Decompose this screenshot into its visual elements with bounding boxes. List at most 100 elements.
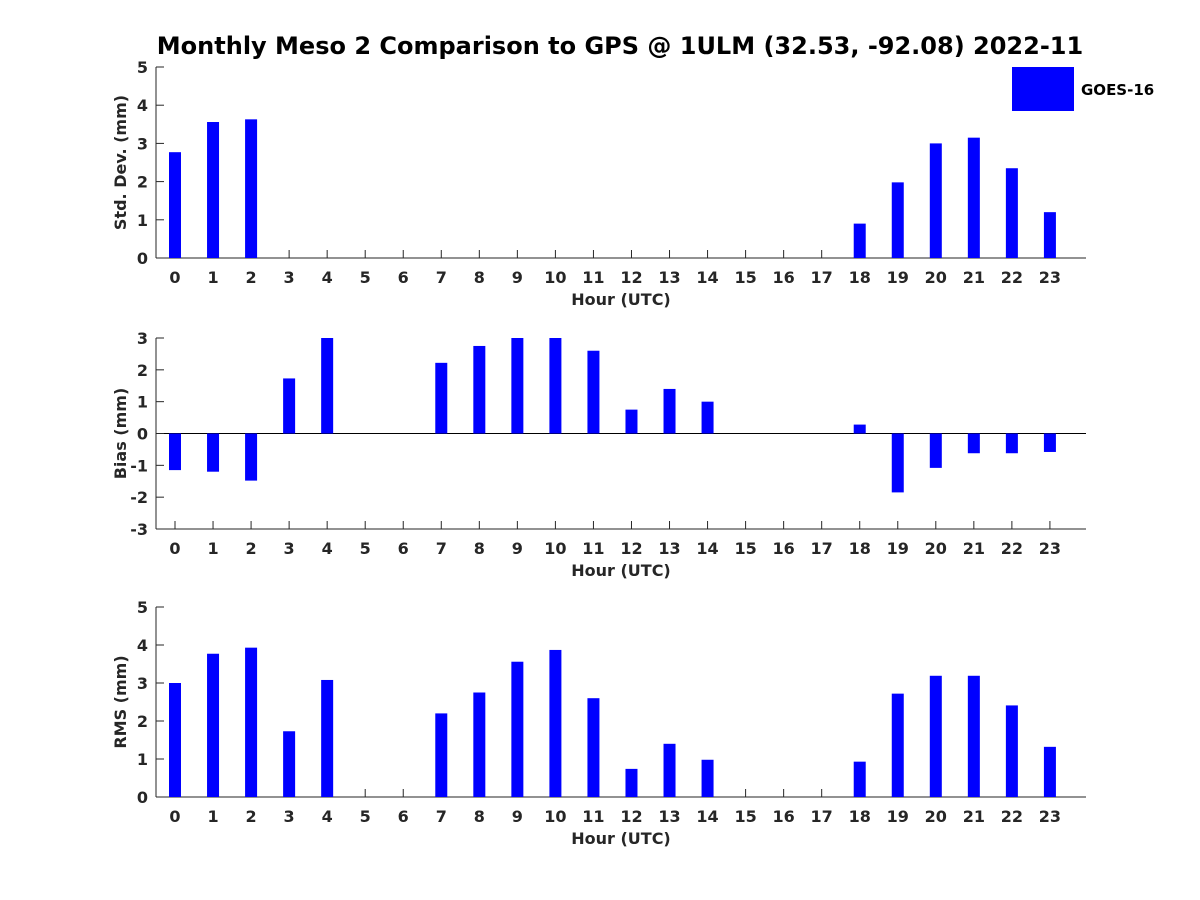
y-tick-label: -2 <box>130 488 148 507</box>
x-tick-label: 8 <box>474 539 485 558</box>
x-tick-label: 17 <box>811 268 833 287</box>
y-tick-label: -1 <box>130 456 148 475</box>
bar-bias-hour-13 <box>663 388 676 434</box>
x-tick-label: 21 <box>963 807 985 826</box>
x-tick-label: 5 <box>360 539 371 558</box>
bar-std-dev-hour-22 <box>1005 168 1018 258</box>
y-tick-label: 4 <box>137 96 148 115</box>
bar-bias-hour-9 <box>511 338 524 434</box>
bar-rms-hour-20 <box>929 675 942 797</box>
y-tick-label: 3 <box>137 329 148 348</box>
x-tick-label: 17 <box>811 539 833 558</box>
x-tick-label: 18 <box>849 268 871 287</box>
x-tick-label: 22 <box>1001 807 1023 826</box>
legend-label: GOES-16 <box>1081 81 1154 99</box>
bar-rms-hour-7 <box>435 713 448 797</box>
y-tick-label: -3 <box>130 520 148 539</box>
x-tick-label: 13 <box>658 807 680 826</box>
bar-rms-hour-11 <box>587 698 600 797</box>
x-tick-label: 5 <box>360 807 371 826</box>
x-tick-label: 17 <box>811 807 833 826</box>
x-tick-label: 10 <box>544 539 566 558</box>
x-tick-label: 18 <box>849 807 871 826</box>
y-tick-label: 1 <box>137 750 148 769</box>
x-tick-label: 19 <box>887 268 909 287</box>
x-tick-label: 0 <box>169 268 180 287</box>
bar-bias-hour-8 <box>473 345 486 434</box>
x-tick-label: 11 <box>582 539 604 558</box>
x-tick-label: 10 <box>544 268 566 287</box>
x-tick-label: 1 <box>207 268 218 287</box>
y-tick-label: 1 <box>137 211 148 230</box>
bar-rms-hour-13 <box>663 743 676 797</box>
legend: GOES-16 <box>1012 67 1154 111</box>
x-tick-label: 0 <box>169 539 180 558</box>
x-tick-label: 11 <box>582 268 604 287</box>
y-tick-label: 1 <box>137 393 148 412</box>
bar-bias-hour-1 <box>207 433 220 472</box>
y-tick-label: 4 <box>137 636 148 655</box>
x-tick-label: 15 <box>734 539 756 558</box>
x-tick-label: 12 <box>620 807 642 826</box>
bar-std-dev-hour-1 <box>207 122 220 259</box>
x-tick-label: 22 <box>1001 268 1023 287</box>
bar-std-dev-hour-23 <box>1043 212 1056 258</box>
bar-rms-hour-9 <box>511 661 524 797</box>
x-tick-label: 16 <box>773 539 795 558</box>
bar-bias-hour-20 <box>929 433 942 468</box>
x-tick-label: 4 <box>322 539 333 558</box>
bar-std-dev-hour-2 <box>245 119 258 258</box>
x-tick-label: 0 <box>169 807 180 826</box>
x-axis-label: Hour (UTC) <box>571 829 671 848</box>
x-tick-label: 8 <box>474 268 485 287</box>
x-tick-label: 23 <box>1039 539 1061 558</box>
bar-rms-hour-1 <box>207 653 220 797</box>
bar-bias-hour-2 <box>245 433 258 481</box>
bar-rms-hour-12 <box>625 768 638 797</box>
bar-rms-hour-19 <box>891 693 904 797</box>
bar-rms-hour-22 <box>1005 705 1018 797</box>
bar-std-dev-hour-20 <box>929 143 942 258</box>
x-tick-label: 9 <box>512 539 523 558</box>
bar-rms-hour-21 <box>967 675 980 797</box>
bar-rms-hour-0 <box>169 683 181 797</box>
x-tick-label: 14 <box>696 268 718 287</box>
x-tick-label: 3 <box>284 807 295 826</box>
x-tick-label: 20 <box>925 268 947 287</box>
x-tick-label: 16 <box>773 807 795 826</box>
x-tick-label: 6 <box>398 268 409 287</box>
x-tick-label: 21 <box>963 268 985 287</box>
bar-rms-hour-10 <box>549 649 562 797</box>
bar-rms-hour-2 <box>245 647 258 797</box>
x-tick-label: 10 <box>544 807 566 826</box>
x-tick-label: 6 <box>398 539 409 558</box>
x-tick-label: 23 <box>1039 268 1061 287</box>
x-tick-label: 19 <box>887 539 909 558</box>
x-axis-label: Hour (UTC) <box>571 290 671 309</box>
bar-std-dev-hour-18 <box>853 223 866 258</box>
y-tick-label: 0 <box>137 249 148 268</box>
y-tick-label: 5 <box>137 598 148 617</box>
bar-rms-hour-18 <box>853 761 866 797</box>
x-tick-label: 14 <box>696 539 718 558</box>
y-axis-label: RMS (mm) <box>111 655 130 748</box>
y-tick-label: 2 <box>137 173 148 192</box>
bar-rms-hour-8 <box>473 692 486 797</box>
x-tick-label: 6 <box>398 807 409 826</box>
x-tick-label: 20 <box>925 807 947 826</box>
x-tick-label: 1 <box>207 539 218 558</box>
bar-bias-hour-22 <box>1005 433 1018 454</box>
x-tick-label: 2 <box>246 539 257 558</box>
bar-rms-hour-14 <box>701 759 714 797</box>
x-tick-label: 1 <box>207 807 218 826</box>
y-tick-label: 3 <box>137 674 148 693</box>
x-tick-label: 15 <box>734 268 756 287</box>
x-tick-label: 3 <box>284 268 295 287</box>
bar-bias-hour-18 <box>853 424 866 434</box>
y-axis-label: Std. Dev. (mm) <box>111 95 130 230</box>
chart-title: Monthly Meso 2 Comparison to GPS @ 1ULM … <box>157 32 1083 60</box>
x-tick-label: 4 <box>322 807 333 826</box>
bar-rms-hour-3 <box>283 731 296 797</box>
x-tick-label: 2 <box>246 268 257 287</box>
x-tick-label: 9 <box>512 268 523 287</box>
